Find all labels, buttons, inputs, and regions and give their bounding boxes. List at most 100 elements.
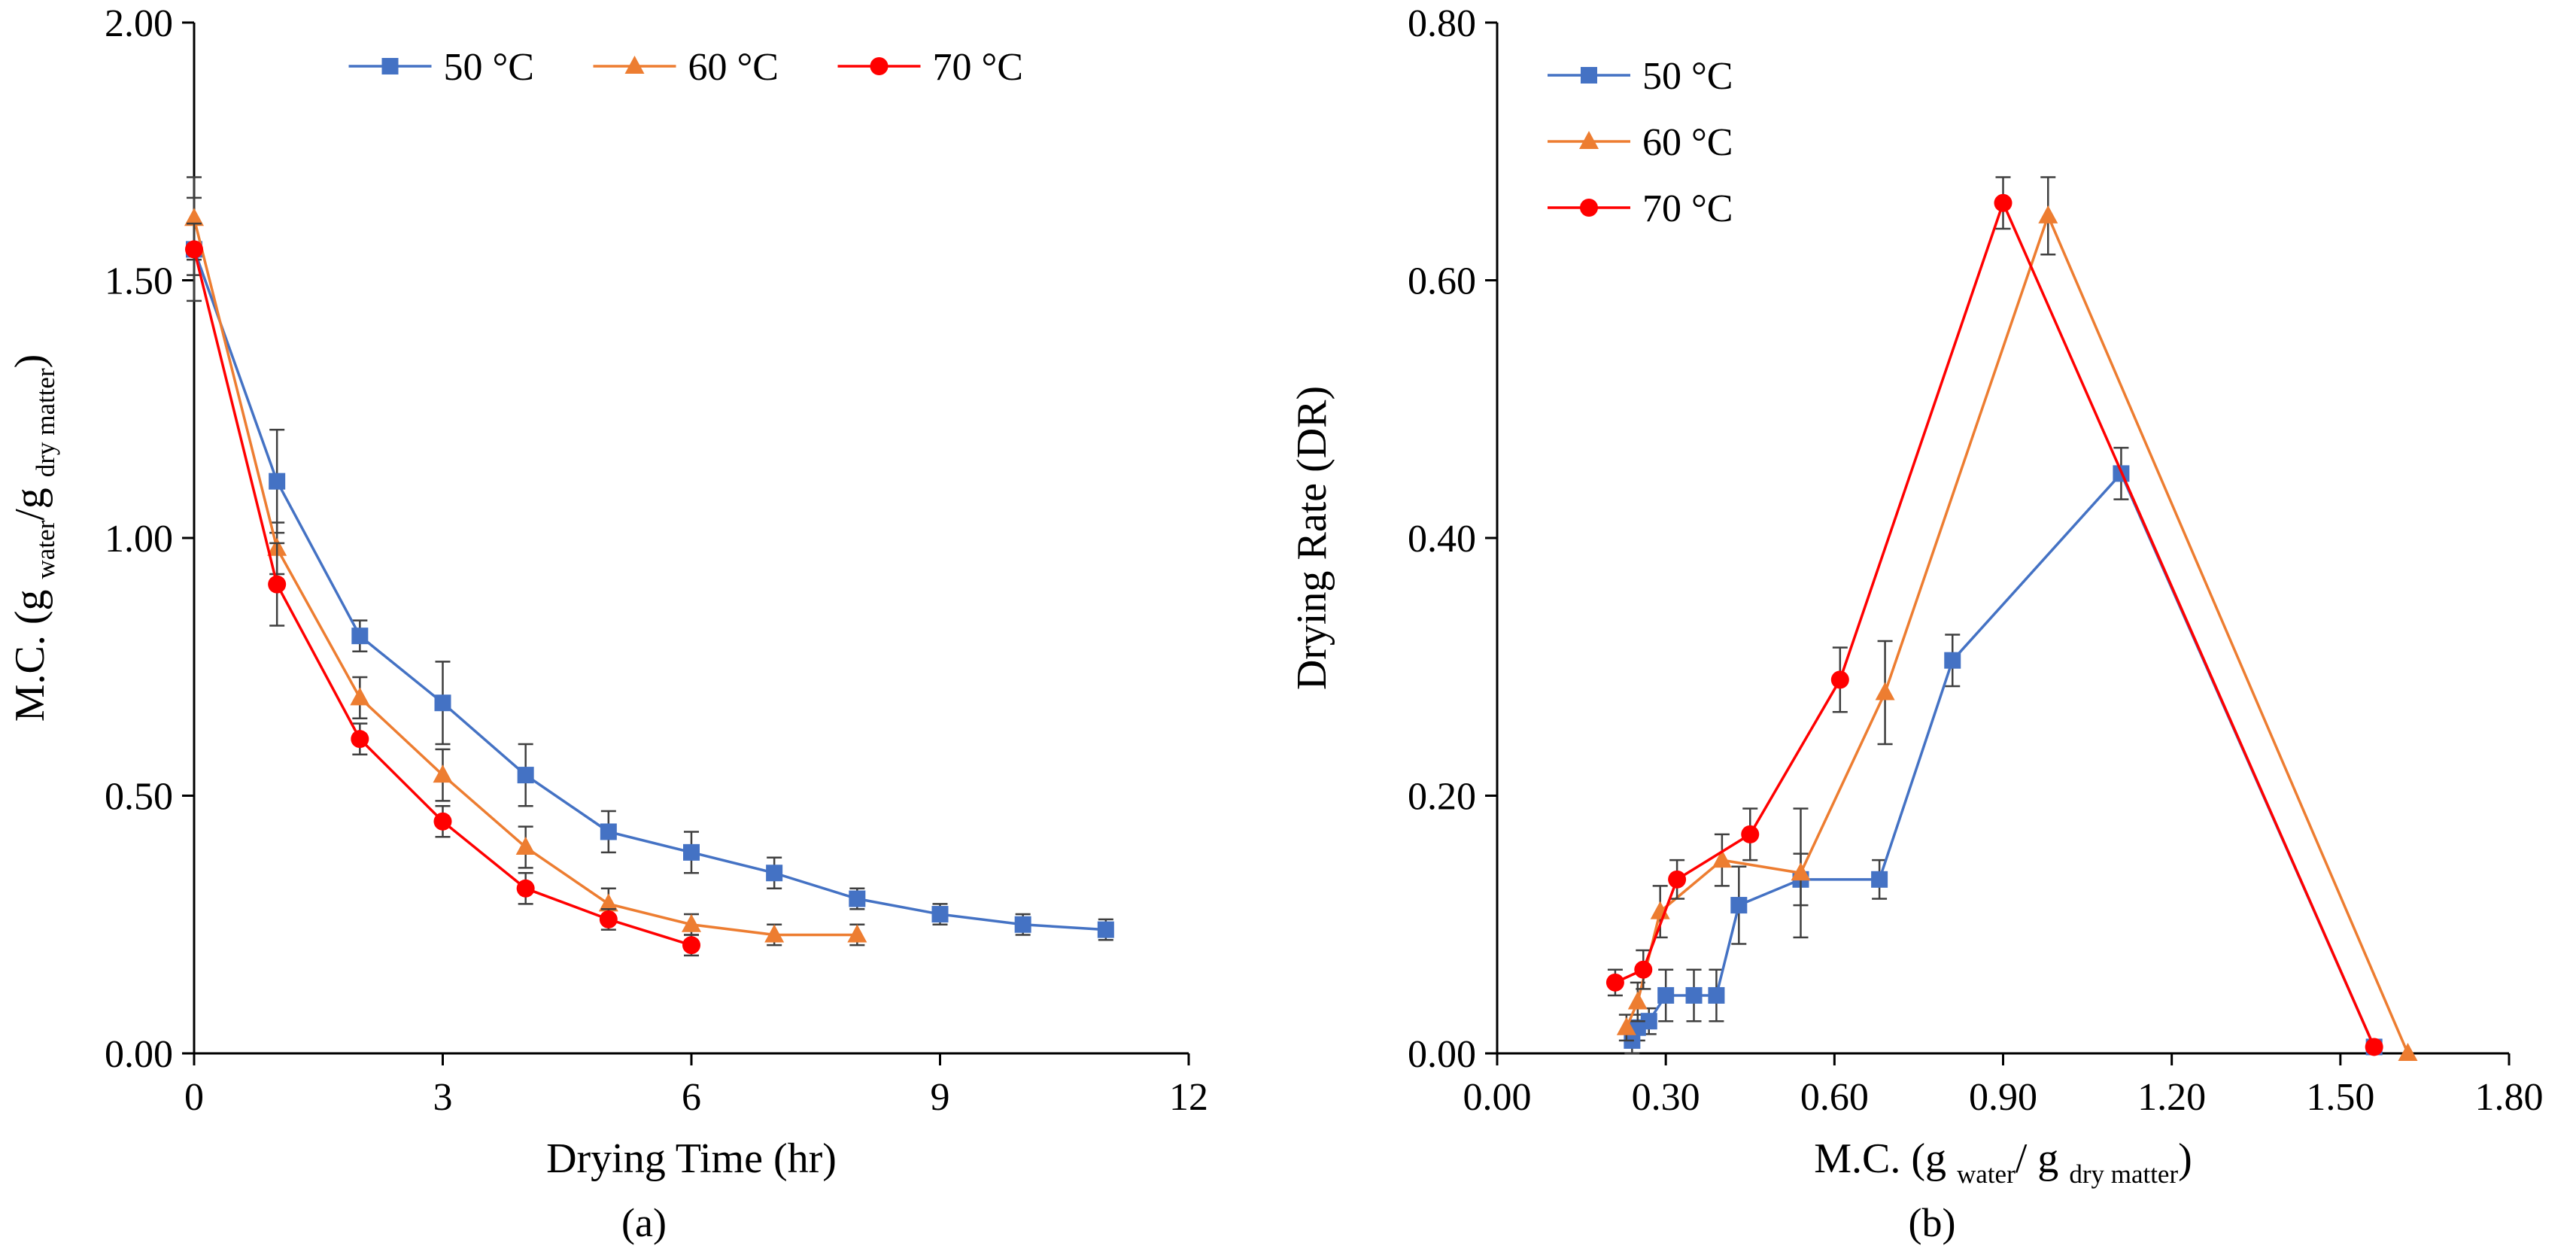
x-tick-label: 1.20 xyxy=(2137,1076,2206,1119)
data-point-marker xyxy=(1668,870,1687,889)
axes xyxy=(193,23,1189,1055)
data-point-marker xyxy=(1830,670,1849,689)
data-point-marker xyxy=(1730,897,1748,914)
legend-item-50C: 50 °C xyxy=(1548,55,1733,98)
x-tick-label: 9 xyxy=(931,1076,950,1119)
data-point-marker xyxy=(1994,193,2012,212)
x-axis-title: M.C. (g water/ g dry matter) xyxy=(1814,1135,2192,1189)
x-axis-title: Drying Time (hr) xyxy=(546,1135,837,1182)
data-point-marker xyxy=(1097,921,1114,938)
data-point-marker xyxy=(682,913,701,932)
data-point-marker xyxy=(515,837,536,855)
panel-caption-b: (b) xyxy=(1908,1200,1956,1245)
x-tick-label: 0.90 xyxy=(1969,1076,2037,1119)
data-point-marker xyxy=(433,764,453,783)
x-tick-label: 12 xyxy=(1169,1076,1208,1119)
x-tick-label: 0.30 xyxy=(1632,1076,1700,1119)
data-point-marker xyxy=(1634,960,1653,979)
legend-item-70C: 70 °C xyxy=(837,46,1023,89)
data-point-marker xyxy=(1791,862,1811,881)
y-tick-label: 0.60 xyxy=(1408,260,1476,303)
data-point-marker xyxy=(2398,1043,2418,1061)
series-50C xyxy=(1624,446,2383,1056)
series-60C xyxy=(184,176,867,947)
data-point-marker xyxy=(1712,849,1732,868)
y-tick-label: 0.50 xyxy=(105,776,173,819)
y-tick-label: 0.20 xyxy=(1408,776,1476,819)
data-point-marker xyxy=(599,910,618,928)
square-marker-icon xyxy=(381,58,399,74)
data-point-marker xyxy=(350,687,370,706)
legend-item-60C: 60 °C xyxy=(1548,121,1733,164)
data-point-marker xyxy=(1708,986,1725,1004)
legend-label: 60 °C xyxy=(688,46,779,89)
data-point-marker xyxy=(764,924,785,943)
x-tick-label: 0.00 xyxy=(1463,1076,1532,1119)
legend: 50 °C 60 °C 70 °C xyxy=(1548,55,1733,230)
y-axis-title: M.C. (g water/g dry matter) xyxy=(7,354,60,722)
y-tick-label: 0.00 xyxy=(1408,1033,1476,1076)
x-tick-label: 0.60 xyxy=(1800,1076,1869,1119)
y-tick-label: 0.80 xyxy=(1408,2,1476,45)
x-tick-label: 3 xyxy=(433,1076,453,1119)
data-point-marker xyxy=(269,473,286,490)
series-70C xyxy=(185,222,700,957)
y-tick-label: 1.50 xyxy=(105,260,173,303)
y-tick-label: 1.00 xyxy=(105,518,173,561)
x-tick-label: 1.50 xyxy=(2306,1076,2374,1119)
data-point-marker xyxy=(351,730,369,749)
data-point-marker xyxy=(847,924,867,943)
y-axis-title: Drying Rate (DR) xyxy=(1289,386,1335,690)
data-point-marker xyxy=(1685,986,1703,1004)
y-tick-label: 0.00 xyxy=(105,1033,173,1076)
data-point-marker xyxy=(433,812,452,831)
x-tick-label: 6 xyxy=(682,1076,701,1119)
data-point-marker xyxy=(600,823,617,840)
data-point-marker xyxy=(1657,986,1675,1004)
legend-label: 70 °C xyxy=(1642,187,1733,230)
data-point-marker xyxy=(1944,652,1961,669)
triangle-marker-icon xyxy=(624,56,645,74)
panel-caption-a: (a) xyxy=(621,1200,667,1245)
legend-label: 60 °C xyxy=(1642,121,1733,164)
legend-item-70C: 70 °C xyxy=(1548,187,1733,230)
circle-marker-icon xyxy=(870,57,889,75)
chart-a-panel: 0 3 6 9 12 0.00 0.50 1.00 1.50 2.00 Drying Time (h… xyxy=(0,0,1288,1245)
data-point-marker xyxy=(598,893,618,912)
legend-item-60C: 60 °C xyxy=(593,46,779,89)
data-point-marker xyxy=(1616,1017,1636,1035)
data-point-marker xyxy=(2038,205,2058,223)
chart-a-svg: 0 3 6 9 12 0.00 0.50 1.00 1.50 2.00 Drying Time (h… xyxy=(7,2,1208,1182)
data-point-marker xyxy=(2365,1038,2383,1056)
data-point-marker xyxy=(1871,871,1888,888)
data-point-marker xyxy=(1875,682,1895,700)
data-point-marker xyxy=(268,575,287,594)
data-point-marker xyxy=(184,208,204,226)
data-point-marker xyxy=(517,767,534,784)
data-point-marker xyxy=(351,628,369,645)
data-point-marker xyxy=(849,890,866,907)
circle-marker-icon xyxy=(1580,199,1598,217)
legend-label: 70 °C xyxy=(933,46,1023,89)
data-point-marker xyxy=(516,879,535,898)
legend-label: 50 °C xyxy=(1642,55,1733,98)
series-line xyxy=(193,248,1106,931)
data-point-marker xyxy=(1605,973,1624,992)
legend-label: 50 °C xyxy=(444,46,534,89)
chart-b-svg: 0.00 0.30 0.60 0.90 1.20 1.50 1.80 0.00 0.20 0.40… xyxy=(1289,2,2544,1189)
legend-item-50C: 50 °C xyxy=(348,46,534,89)
square-marker-icon xyxy=(1581,67,1597,84)
series-line xyxy=(1630,471,2376,1048)
y-tick-label: 2.00 xyxy=(105,2,173,45)
data-point-marker xyxy=(682,936,700,955)
data-point-marker xyxy=(185,240,203,259)
x-tick-label: 0 xyxy=(184,1076,204,1119)
series-60C xyxy=(1616,176,2418,1061)
y-tick-label: 0.40 xyxy=(1408,518,1476,561)
legend: 50 °C 60 °C 70 °C xyxy=(348,46,1023,89)
data-point-marker xyxy=(1014,916,1031,933)
data-point-marker xyxy=(931,906,949,923)
series-line xyxy=(1615,199,2376,1048)
data-point-marker xyxy=(434,694,451,712)
